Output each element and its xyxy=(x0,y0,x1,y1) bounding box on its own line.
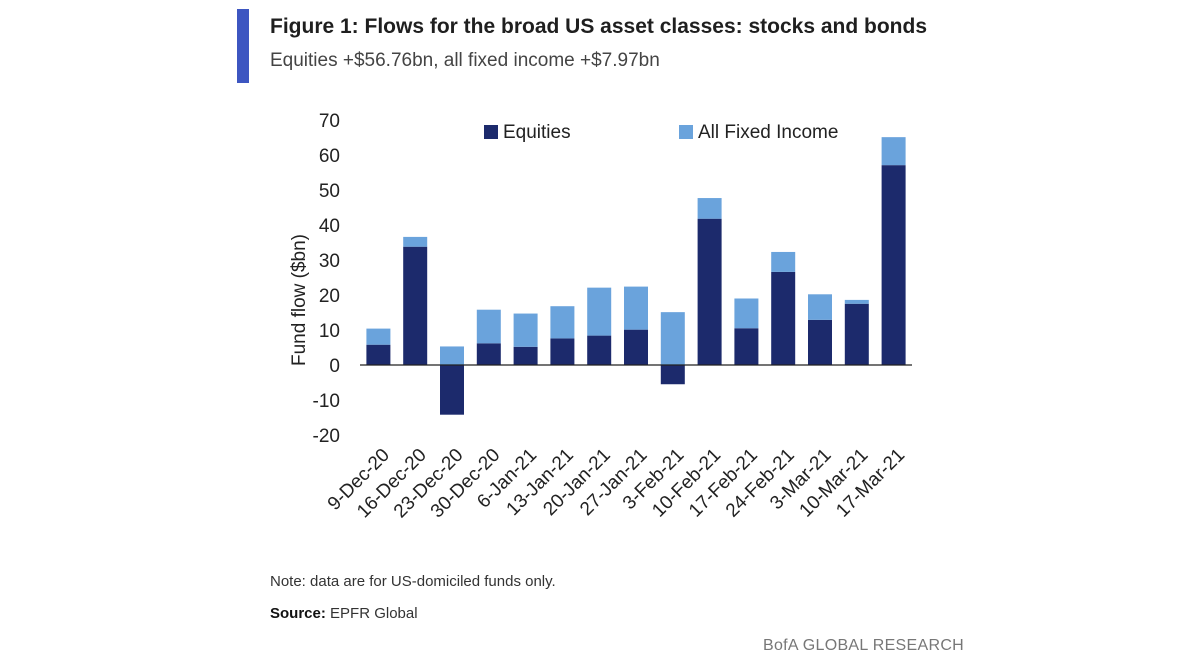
bar-equities xyxy=(881,165,906,365)
bar-equities xyxy=(844,303,869,365)
y-tick-label: 60 xyxy=(319,146,340,167)
y-tick-label: 20 xyxy=(319,286,340,307)
figure-subtitle: Equities +$56.76bn, all fixed income +$7… xyxy=(270,50,660,71)
bar-all-fixed-income xyxy=(808,294,832,320)
y-tick-label: -10 xyxy=(313,391,340,412)
bar-all-fixed-income xyxy=(844,299,869,304)
bar-all-fixed-income xyxy=(366,328,391,345)
bar-all-fixed-income xyxy=(881,137,906,166)
bar-series-group xyxy=(366,137,906,415)
bar-all-fixed-income xyxy=(771,251,796,272)
bar-equities xyxy=(624,329,648,365)
bar-equities xyxy=(587,335,612,365)
y-tick-label: 40 xyxy=(319,216,340,237)
y-tick-label: 50 xyxy=(319,181,340,202)
y-tick-label: 0 xyxy=(329,356,340,377)
bar-equities xyxy=(660,365,685,385)
bar-all-fixed-income xyxy=(734,298,759,329)
bar-all-fixed-income xyxy=(476,309,501,344)
chart-source: Source: EPFR Global xyxy=(270,605,418,622)
bar-equities xyxy=(366,344,391,365)
legend-label: All Fixed Income xyxy=(698,122,838,143)
y-tick-label: 10 xyxy=(319,321,340,342)
bar-equities xyxy=(697,218,722,365)
bar-equities xyxy=(403,246,428,365)
bar-all-fixed-income xyxy=(697,198,722,219)
bar-equities xyxy=(734,328,759,365)
brand-logo-text: BofA GLOBAL RESEARCH xyxy=(763,637,965,654)
bar-equities xyxy=(550,338,575,365)
bar-equities xyxy=(513,346,538,365)
bar-all-fixed-income xyxy=(403,236,428,247)
chart-note: Note: data are for US-domiciled funds on… xyxy=(270,573,556,590)
bar-equities xyxy=(476,343,501,365)
bar-all-fixed-income xyxy=(513,313,538,347)
y-axis: -20 -10 0 10 20 30 40 50 60 70 xyxy=(313,111,340,447)
bar-equities xyxy=(771,271,796,365)
chart-legend: Equities All Fixed Income xyxy=(484,122,838,143)
source-label: Source: xyxy=(270,605,326,622)
legend-label: Equities xyxy=(503,122,571,143)
legend-swatch-all-fixed-income xyxy=(679,125,693,139)
bar-all-fixed-income xyxy=(550,306,575,339)
bar-all-fixed-income xyxy=(440,346,464,365)
bar-all-fixed-income xyxy=(587,287,612,336)
bar-all-fixed-income xyxy=(660,312,685,365)
bar-equities xyxy=(808,319,832,365)
legend-swatch-equities xyxy=(484,125,498,139)
accent-bar xyxy=(237,9,249,83)
flows-bar-chart: Fund flow ($bn) -20 -10 0 10 20 30 40 50 60 70 9-… xyxy=(289,111,912,523)
source-value: EPFR Global xyxy=(330,605,418,622)
bar-all-fixed-income xyxy=(624,286,648,330)
figure-title: Figure 1: Flows for the broad US asset c… xyxy=(270,15,927,38)
y-tick-label: 30 xyxy=(319,251,340,272)
y-tick-label: -20 xyxy=(313,426,340,447)
y-tick-label: 70 xyxy=(319,111,340,132)
x-axis-labels: 9-Dec-2016-Dec-2023-Dec-2030-Dec-206-Jan… xyxy=(324,445,909,523)
bar-equities xyxy=(440,365,464,415)
y-axis-title: Fund flow ($bn) xyxy=(289,234,310,366)
